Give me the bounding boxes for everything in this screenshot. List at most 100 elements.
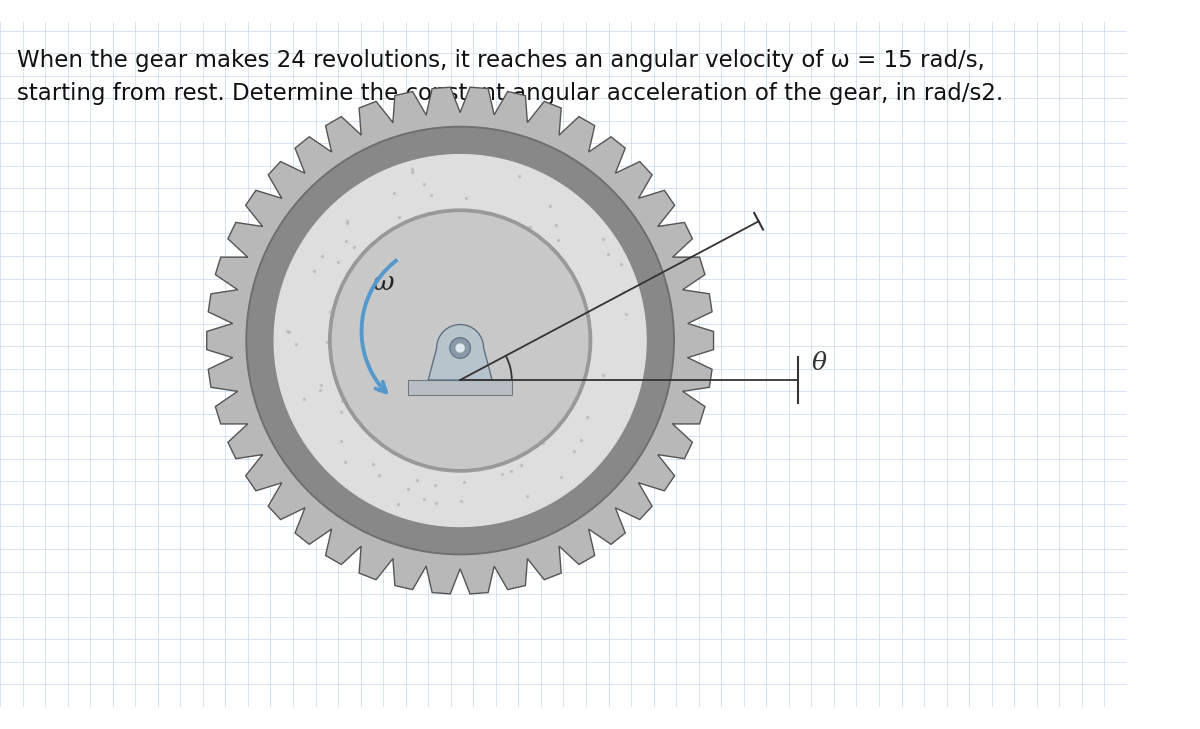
Point [377, 418, 396, 430]
Point [452, 241, 472, 252]
Point [277, 326, 296, 338]
Point [571, 434, 590, 446]
Point [611, 258, 630, 270]
Point [416, 335, 436, 347]
Point [593, 369, 612, 381]
Point [442, 370, 461, 382]
Point [481, 442, 500, 453]
Point [492, 469, 511, 480]
Point [534, 437, 553, 449]
Point [540, 308, 559, 320]
Point [443, 358, 462, 370]
Bar [408, 380, 511, 395]
Point [564, 445, 583, 457]
Point [480, 371, 499, 383]
Point [311, 379, 330, 391]
Point [439, 321, 458, 332]
Point [458, 334, 478, 346]
Point [614, 286, 634, 298]
Point [521, 222, 540, 233]
Point [402, 327, 421, 338]
Point [280, 327, 299, 338]
Point [475, 330, 494, 341]
Point [559, 387, 578, 399]
Point [457, 293, 476, 305]
Point [467, 379, 486, 391]
Point [335, 456, 354, 467]
Point [510, 349, 529, 361]
Point [376, 276, 395, 287]
Point [287, 338, 306, 350]
Point [432, 375, 451, 387]
Point [498, 257, 517, 269]
Point [520, 225, 539, 237]
Point [440, 349, 460, 361]
Point [294, 393, 313, 405]
Circle shape [329, 209, 592, 472]
Point [445, 332, 464, 343]
Point [502, 465, 521, 477]
Point [461, 332, 480, 343]
Point [484, 380, 503, 391]
Point [539, 361, 558, 373]
Point [360, 348, 379, 359]
Point [402, 163, 421, 175]
Point [498, 342, 517, 354]
Circle shape [332, 213, 588, 468]
Point [403, 399, 422, 411]
Point [331, 406, 350, 418]
Point [312, 250, 331, 262]
Point [443, 342, 462, 354]
Point [480, 319, 499, 331]
Point [454, 298, 473, 310]
Point [469, 342, 488, 354]
Point [408, 474, 427, 486]
Point [491, 448, 510, 460]
Point [557, 284, 576, 295]
Point [338, 366, 358, 378]
Point [577, 411, 596, 423]
Point [548, 357, 568, 369]
Point [497, 303, 516, 315]
Circle shape [246, 126, 674, 555]
Point [455, 476, 474, 488]
Circle shape [456, 343, 464, 353]
Point [355, 362, 374, 374]
Point [436, 303, 455, 314]
Point [425, 479, 444, 491]
Point [418, 386, 437, 397]
Point [445, 306, 464, 318]
Circle shape [248, 128, 672, 553]
Point [522, 324, 541, 336]
Point [311, 384, 330, 396]
Point [521, 439, 540, 451]
Point [398, 363, 418, 375]
Point [546, 219, 565, 230]
Point [425, 354, 444, 366]
Point [539, 400, 558, 412]
Point [551, 262, 570, 273]
Point [469, 449, 488, 461]
Point [551, 472, 570, 483]
Point [384, 187, 403, 198]
Point [498, 292, 517, 304]
Point [617, 308, 636, 320]
Point [451, 432, 470, 444]
Point [493, 253, 512, 265]
Point [493, 352, 512, 364]
Point [398, 311, 418, 323]
Point [493, 347, 512, 359]
Point [511, 459, 530, 471]
Point [599, 248, 618, 260]
Point [404, 284, 424, 295]
Point [472, 336, 491, 348]
Point [437, 342, 456, 354]
Point [332, 395, 352, 407]
Point [322, 344, 341, 356]
Point [338, 305, 358, 316]
Point [426, 497, 445, 509]
Point [560, 331, 580, 343]
Point [337, 217, 356, 229]
Point [444, 341, 463, 353]
Point [336, 235, 355, 247]
